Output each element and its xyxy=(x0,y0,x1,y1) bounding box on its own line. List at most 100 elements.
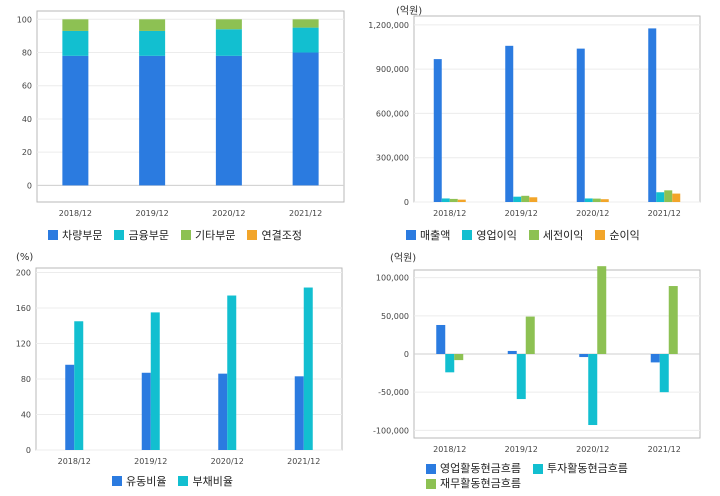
bar xyxy=(445,354,455,373)
legend-item: 순이익 xyxy=(595,227,640,242)
x-tick-label: 2019/12 xyxy=(505,445,538,454)
bar xyxy=(588,354,598,426)
legend-label: 재무활동현금흐름 xyxy=(440,477,521,490)
legend-item: 차량부문 xyxy=(48,227,102,242)
bar xyxy=(139,30,166,56)
bar xyxy=(441,198,450,202)
y-tick-label: 300,000 xyxy=(376,154,409,163)
y-tick-label: -50,000 xyxy=(378,388,409,397)
legend-swatch xyxy=(426,478,436,489)
bar xyxy=(648,28,657,203)
bar xyxy=(227,295,237,450)
bar xyxy=(150,312,160,450)
y-tick-label: -100,000 xyxy=(373,426,409,435)
legend-swatch xyxy=(247,229,258,240)
legend-label: 세전이익 xyxy=(542,228,584,242)
y-tick-label: 80 xyxy=(21,375,31,384)
bar xyxy=(74,321,84,450)
bar xyxy=(454,354,464,361)
legend-swatch xyxy=(426,463,436,474)
income-chart: (억원) 0 300,000 600,000 900,000 1,200,000 2018… xyxy=(368,5,701,218)
ratio-unit-label: (%) xyxy=(16,252,33,263)
bar xyxy=(668,286,678,354)
x-tick-label: 2018/12 xyxy=(433,445,466,454)
cashflow-unit-label: (억원) xyxy=(390,252,416,264)
legend-item: 연결조정 xyxy=(247,227,302,242)
bar xyxy=(507,350,517,354)
plot-frame xyxy=(413,15,701,203)
y-tick-label: 0 xyxy=(404,198,409,207)
legend-label: 순이익 xyxy=(609,228,640,242)
bar xyxy=(294,376,304,450)
y-tick-label: 0 xyxy=(27,181,32,190)
x-tick-label: 2018/12 xyxy=(58,457,91,466)
x-tick-label: 2021/12 xyxy=(648,445,681,454)
bar xyxy=(659,354,669,393)
legend-label: 금융부문 xyxy=(128,228,169,242)
x-tick-label: 2019/12 xyxy=(505,209,538,218)
bar xyxy=(433,59,442,202)
y-tick-label: 900,000 xyxy=(376,65,409,74)
legend-swatch xyxy=(528,229,539,240)
chart-panel-income: (억원) 0 300,000 600,000 900,000 1,200,000 2018… xyxy=(360,0,720,248)
legend-swatch xyxy=(180,229,191,240)
legend-swatch xyxy=(114,229,125,240)
bar xyxy=(215,55,242,186)
ratio-legend: 유동비율 부채비율 xyxy=(112,473,352,488)
bar xyxy=(516,354,526,400)
ratio-chart: (%) 0 40 80 120 160 200 2018/12 2019/12 2020/12 2… xyxy=(16,252,343,466)
bar xyxy=(62,30,89,56)
cashflow-chart: (억원) -100,000 -50,000 0 50,000 100,000 2018/1… xyxy=(373,252,701,454)
y-tick-label: 100,000 xyxy=(376,274,409,283)
x-tick-label: 2018/12 xyxy=(59,209,92,218)
y-tick-label: 120 xyxy=(16,339,31,348)
y-tick-label: 40 xyxy=(22,115,32,124)
bar xyxy=(303,287,313,450)
composition-legend: 차량부문 금융부문 기타부문 연결조정 xyxy=(48,227,348,242)
y-tick-label: 200 xyxy=(16,268,31,277)
bar xyxy=(672,193,681,202)
legend-swatch xyxy=(595,229,606,240)
legend-label: 차량부문 xyxy=(62,228,103,242)
legend-label: 유동비율 xyxy=(126,474,167,488)
y-tick-label: 50,000 xyxy=(381,312,409,321)
bar xyxy=(597,266,607,354)
bar xyxy=(513,196,522,202)
bar xyxy=(292,19,319,28)
legend-label: 투자활동현금흐름 xyxy=(546,462,628,475)
legend-swatch xyxy=(112,475,122,486)
bar xyxy=(505,45,514,202)
y-tick-label: 1,200,000 xyxy=(368,21,409,30)
chart-panel-composition: 0 20 40 60 80 100 2018/12 2019/12 2020/12 2021/12… xyxy=(0,0,360,248)
y-tick-label: 60 xyxy=(22,82,32,91)
y-tick-label: 0 xyxy=(26,446,31,455)
legend-label: 부채비율 xyxy=(192,474,233,488)
y-tick-label: 80 xyxy=(22,49,32,58)
y-tick-label: 0 xyxy=(404,350,409,359)
bar xyxy=(215,19,242,30)
legend-swatch xyxy=(462,229,473,240)
x-tick-label: 2021/12 xyxy=(648,209,681,218)
bar xyxy=(292,52,319,186)
legend-label: 영업활동현금흐름 xyxy=(440,462,521,475)
x-tick-label: 2020/12 xyxy=(212,209,245,218)
bar xyxy=(449,198,458,202)
legend-item: 금융부문 xyxy=(114,227,169,242)
legend-item: 영업활동현금흐름 xyxy=(426,461,521,476)
x-tick-label: 2020/12 xyxy=(576,209,609,218)
x-tick-label: 2019/12 xyxy=(136,209,169,218)
x-tick-label: 2020/12 xyxy=(211,457,244,466)
bar xyxy=(592,198,601,202)
bar xyxy=(600,199,609,202)
y-tick-label: 160 xyxy=(16,304,31,313)
bar xyxy=(139,19,166,31)
bar xyxy=(664,190,673,202)
legend-item: 부채비율 xyxy=(178,473,233,488)
bar xyxy=(218,373,228,450)
legend-label: 기타부문 xyxy=(194,228,236,242)
x-tick-label: 2019/12 xyxy=(134,457,167,466)
legend-item: 유동비율 xyxy=(112,473,166,488)
bar xyxy=(141,372,151,450)
legend-swatch xyxy=(532,463,543,474)
y-tick-label: 100 xyxy=(17,15,32,24)
